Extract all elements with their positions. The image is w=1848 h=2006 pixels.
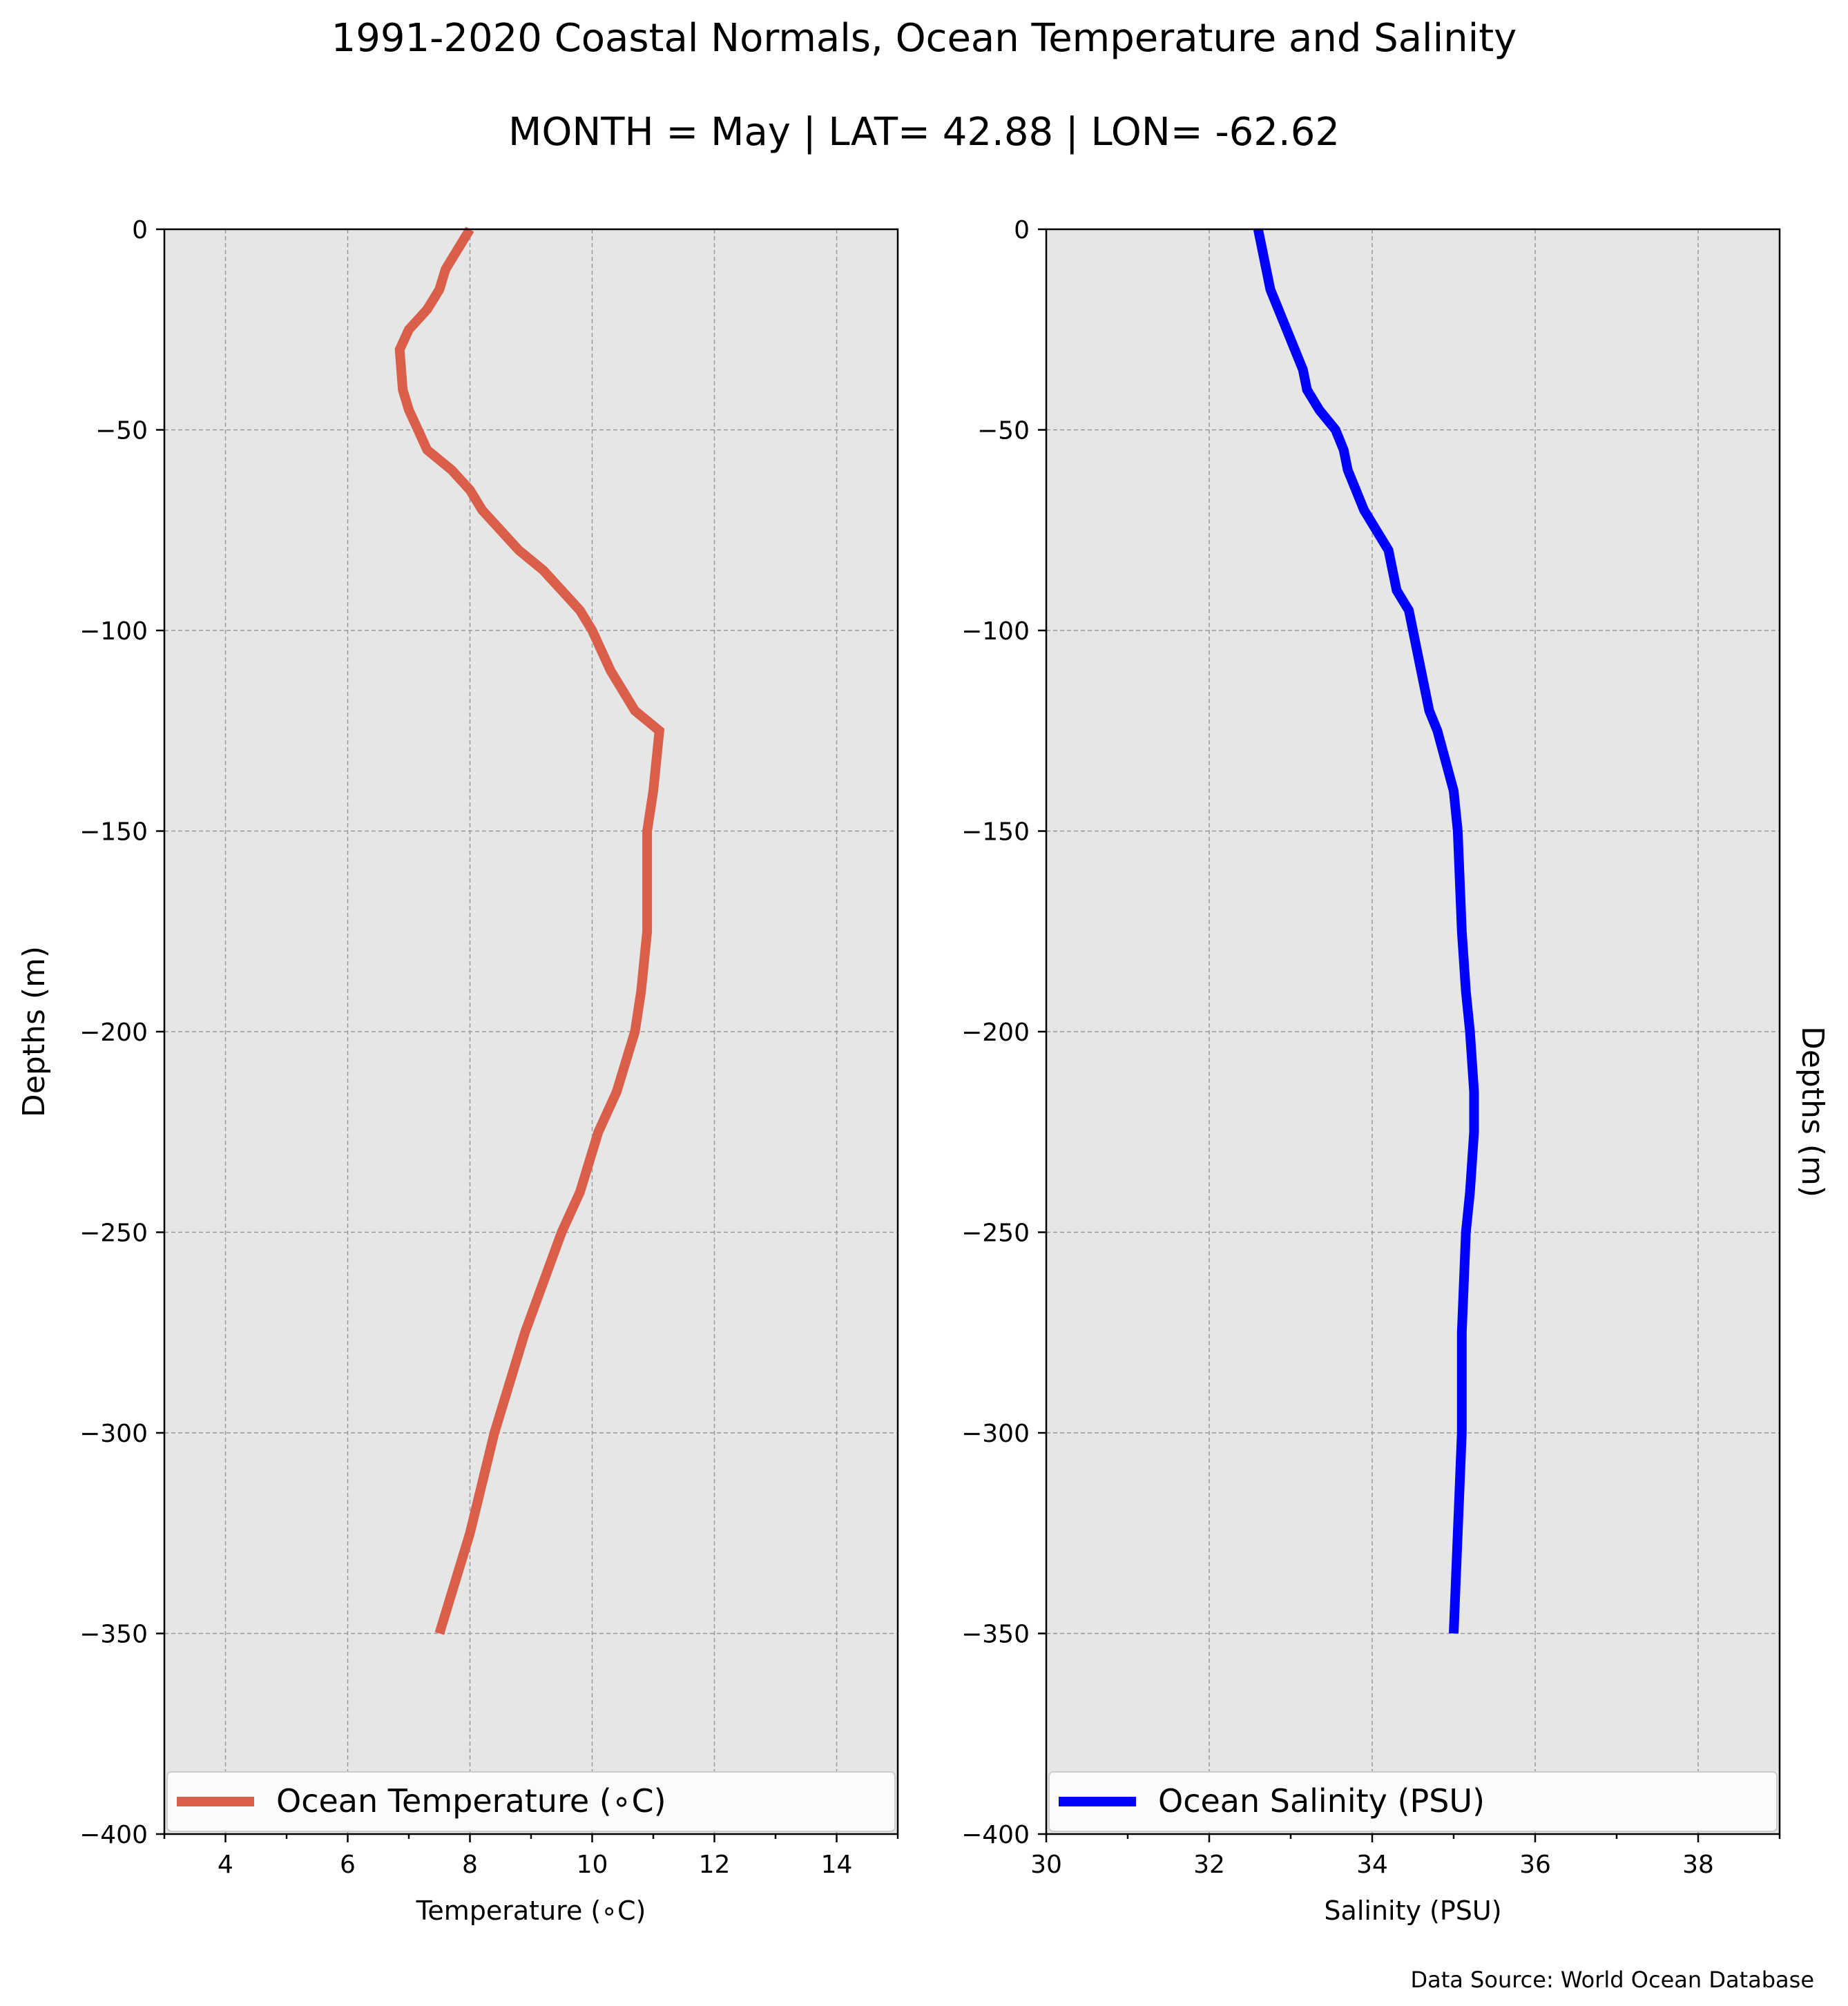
y-tick-label: −400 (79, 1821, 148, 1849)
x-axis-label: Salinity (PSU) (1324, 1896, 1501, 1926)
y-tick-label: −150 (79, 818, 148, 847)
legend-label: Ocean Temperature (∘C) (276, 1782, 666, 1820)
x-tick-label: 4 (218, 1851, 233, 1879)
x-tick-label: 30 (1030, 1851, 1062, 1879)
x-tick-label: 12 (699, 1851, 731, 1879)
y-tick-label: −300 (961, 1420, 1030, 1448)
y-tick-label: −150 (961, 818, 1030, 847)
y-tick-label: −200 (79, 1019, 148, 1047)
legend-box (1048, 1771, 1778, 1832)
right-depth-axis-label: Depths (m) (1795, 1026, 1830, 1197)
source-note: Data Source: World Ocean Database (1410, 1967, 1814, 1993)
temperature-panel: 4 6 8 10 12 14 0 −50 −100 −150 −200 −250 −300 −350 −40… (17, 216, 899, 1926)
x-tick-label: 6 (340, 1851, 356, 1879)
x-tick-label: 34 (1356, 1851, 1388, 1879)
legend-label: Ocean Salinity (PSU) (1158, 1782, 1485, 1820)
y-tick-label: −400 (961, 1821, 1030, 1849)
y-tick-label: −250 (961, 1219, 1030, 1248)
chart-subtitle: MONTH = May | LAT= 42.88 | LON= -62.62 (508, 110, 1340, 155)
salinity-series-line (1253, 228, 1479, 1634)
legend: Ocean Temperature (∘C) (166, 1771, 896, 1832)
y-tick-label: 0 (1014, 216, 1030, 244)
x-axis-label: Temperature (∘C) (416, 1896, 646, 1926)
y-tick-label: −200 (961, 1019, 1030, 1047)
y-tick-label: −250 (79, 1219, 148, 1248)
x-tick-label: 36 (1519, 1851, 1551, 1879)
y-tick-label: 0 (132, 216, 148, 244)
legend: Ocean Salinity (PSU) (1048, 1771, 1778, 1832)
x-tick-label: 8 (462, 1851, 478, 1879)
y-tick-label: −350 (79, 1621, 148, 1649)
chart-title: 1991-2020 Coastal Normals, Ocean Tempera… (331, 16, 1517, 61)
temperature-series-line (394, 226, 665, 1635)
y-tick-label: −50 (977, 417, 1030, 445)
x-tick-label: 14 (821, 1851, 853, 1879)
y-tick-label: −100 (961, 617, 1030, 646)
x-tick-label: 38 (1682, 1851, 1714, 1879)
y-axis-label: Depths (m) (17, 946, 52, 1117)
salinity-panel: 30 32 34 36 38 0 −50 −100 −150 −200 −250 −300 −350 −4… (961, 216, 1781, 1926)
y-tick-label: −300 (79, 1420, 148, 1448)
y-tick-label: −350 (961, 1621, 1030, 1649)
y-tick-label: −100 (79, 617, 148, 646)
x-tick-label: 32 (1193, 1851, 1225, 1879)
x-tick-label: 10 (577, 1851, 608, 1879)
legend-box (166, 1771, 896, 1832)
y-tick-label: −50 (95, 417, 148, 445)
